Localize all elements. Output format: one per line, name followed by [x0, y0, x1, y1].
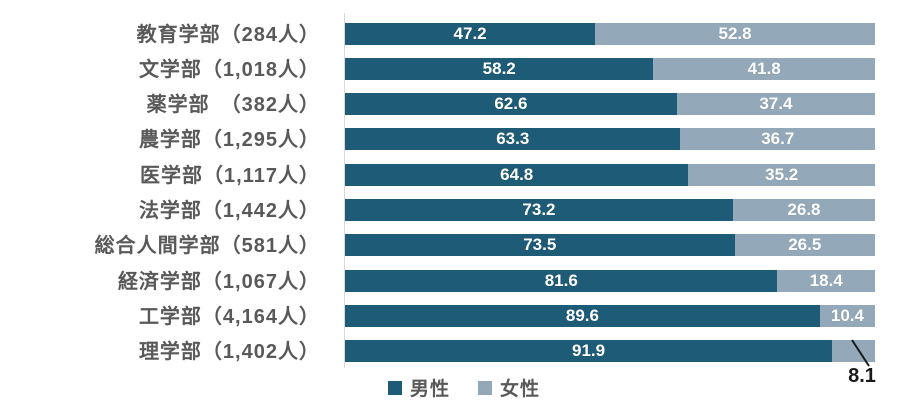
female-value-label: 10.4	[830, 305, 864, 325]
category-label: 医学部（1,117人）	[140, 164, 320, 187]
female-value-label: 36.7	[761, 129, 795, 149]
bar-track: 47.2 52.8	[345, 22, 875, 45]
bar-segment-male: 73.2	[345, 199, 733, 221]
legend-label-male: 男性	[410, 379, 451, 400]
chart-row: 薬学部 （382人） 62.6 37.4	[0, 93, 900, 117]
chart-row: 法学部（1,442人） 73.2 26.8	[0, 199, 900, 222]
bar-segment-male: 81.6	[345, 269, 778, 292]
bar-track: 91.9	[345, 340, 875, 363]
category-label: 法学部（1,442人）	[138, 200, 320, 222]
bar-segment-female: 35.2	[688, 163, 875, 186]
bar-track: 62.6 37.4	[345, 93, 875, 116]
bar-track: 63.3 36.7	[345, 128, 875, 151]
female-value-label: 52.8	[718, 23, 752, 43]
legend-item-male: 男性	[388, 374, 450, 401]
y-axis-line	[344, 13, 345, 368]
bar-track: 58.2 41.8	[345, 57, 875, 80]
male-value-label: 89.6	[565, 305, 599, 325]
bar-segment-female: 26.8	[732, 199, 875, 221]
category-label: 農学部（1,295人）	[138, 129, 320, 152]
category-label: 薬学部 （382人）	[146, 94, 320, 117]
bar-segment-male: 47.2	[345, 22, 596, 45]
male-value-label: 91.9	[571, 341, 606, 361]
chart-row: 工学部（4,164人） 89.6 10.4	[0, 304, 900, 328]
bar-segment-male: 91.9	[345, 340, 833, 363]
bar-segment-female: 26.5	[734, 234, 875, 257]
female-value-label: 18.4	[809, 270, 843, 290]
female-value-label: 35.2	[765, 164, 799, 184]
female-value-label: 26.5	[788, 235, 822, 255]
male-value-label: 63.3	[496, 129, 530, 149]
chart-row: 教育学部（284人） 47.2 52.8	[0, 22, 900, 46]
female-value-label: 37.4	[759, 94, 793, 114]
bar-segment-female: 18.4	[777, 269, 875, 292]
male-value-label: 62.6	[494, 94, 528, 114]
female-series-swatch-icon	[478, 380, 493, 395]
category-label: 総合人間学部（581人）	[94, 235, 320, 258]
bar-segment-female: 36.7	[680, 128, 875, 151]
chart-row: 文学部（1,018人） 58.2 41.8	[0, 57, 900, 81]
category-label: 理学部（1,402人）	[138, 341, 320, 364]
category-label: 工学部（4,164人）	[138, 305, 320, 328]
bar-segment-female	[832, 340, 875, 363]
legend: 男性 女性	[388, 374, 540, 401]
bar-segment-male: 89.6	[345, 304, 820, 327]
category-label: 文学部（1,018人）	[138, 58, 320, 81]
bar-track: 73.2 26.8	[345, 199, 875, 221]
chart-row: 経済学部（1,067人） 81.6 18.4	[0, 269, 900, 293]
chart-row: 医学部（1,117人） 64.8 35.2	[0, 163, 900, 187]
bar-segment-female: 52.8	[595, 22, 875, 45]
male-value-label: 81.6	[544, 270, 578, 290]
bar-segment-female: 41.8	[653, 57, 875, 80]
chart-row: 理学部（1,402人） 91.9	[0, 340, 900, 364]
male-value-label: 58.2	[482, 58, 516, 78]
legend-label-female: 女性	[500, 379, 541, 400]
male-value-label: 64.8	[500, 164, 534, 184]
category-label: 教育学部（284人）	[136, 23, 320, 46]
male-value-label: 73.2	[522, 200, 556, 219]
female-value-label: 41.8	[747, 58, 781, 78]
male-value-label: 73.5	[523, 235, 557, 255]
legend-item-female: 女性	[478, 374, 540, 401]
bar-track: 64.8 35.2	[345, 163, 875, 186]
bar-track: 81.6 18.4	[345, 269, 875, 292]
bar-segment-male: 63.3	[345, 128, 681, 151]
chart-row: 農学部（1,295人） 63.3 36.7	[0, 128, 900, 152]
bar-segment-male: 73.5	[345, 234, 735, 257]
bar-segment-male: 58.2	[345, 57, 654, 80]
chart-row: 総合人間学部（581人） 73.5 26.5	[0, 234, 900, 258]
callout-value-label: 8.1	[848, 365, 876, 387]
female-value-label: 26.8	[787, 200, 821, 219]
bar-segment-male: 64.8	[345, 163, 689, 186]
bar-segment-female: 10.4	[819, 304, 875, 327]
bar-track: 89.6 10.4	[345, 304, 875, 327]
male-value-label: 47.2	[453, 23, 487, 43]
category-label: 経済学部（1,067人）	[117, 270, 320, 293]
male-series-swatch-icon	[388, 380, 402, 395]
bar-segment-female: 37.4	[676, 93, 875, 116]
bar-segment-male: 62.6	[345, 93, 677, 116]
bar-track: 73.5 26.5	[345, 234, 875, 257]
